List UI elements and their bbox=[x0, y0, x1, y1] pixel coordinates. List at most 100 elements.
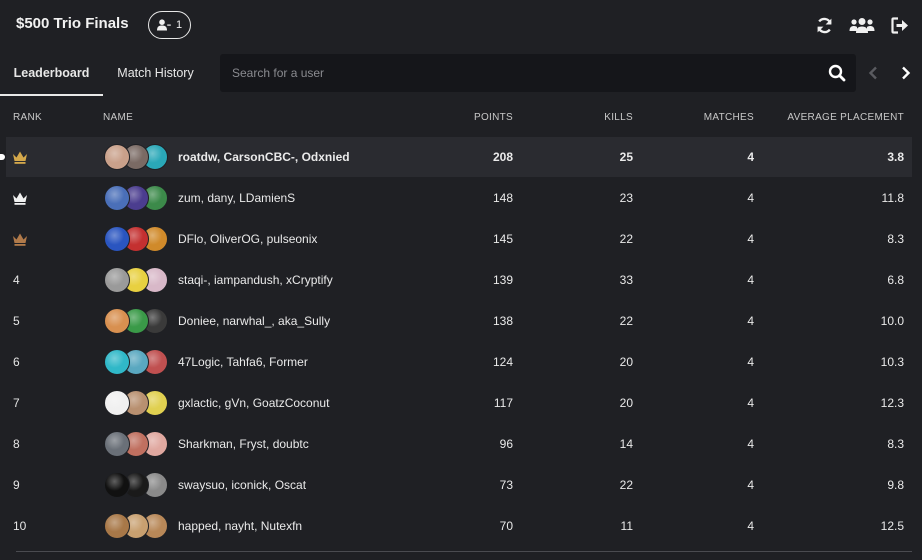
viewer-count-badge[interactable]: 1 bbox=[148, 11, 191, 39]
table-row[interactable]: DFlo, OliverOG, pulseonix 145 22 4 8.3 bbox=[6, 219, 912, 259]
rank-cell: 10 bbox=[13, 519, 27, 533]
avatar bbox=[104, 349, 130, 375]
crown-gold-icon bbox=[13, 151, 27, 164]
team-avatars bbox=[104, 349, 168, 375]
user-icon bbox=[156, 19, 171, 31]
table-row[interactable]: 7 gxlactic, gVn, GoatzCoconut 117 20 4 12.3 bbox=[6, 383, 912, 423]
team-avatars bbox=[104, 513, 168, 539]
average-placement-cell: 3.8 bbox=[887, 150, 904, 164]
viewer-count: 1 bbox=[175, 19, 183, 31]
team-avatars bbox=[104, 144, 168, 170]
matches-cell: 4 bbox=[747, 355, 754, 369]
average-placement-cell: 12.5 bbox=[880, 519, 904, 533]
average-placement-cell: 8.3 bbox=[887, 232, 904, 246]
avatar bbox=[104, 431, 130, 457]
team-avatars bbox=[104, 226, 168, 252]
kills-cell: 14 bbox=[619, 437, 633, 451]
team-names: swaysuo, iconick, Oscat bbox=[178, 478, 307, 492]
team-names: Doniee, narwhal_, aka_Sully bbox=[178, 314, 331, 328]
kills-cell: 33 bbox=[619, 273, 633, 287]
table-row[interactable]: 5 Doniee, narwhal_, aka_Sully 138 22 4 10.0 bbox=[6, 301, 912, 341]
previous-page-icon[interactable] bbox=[864, 64, 882, 82]
avatar bbox=[123, 144, 149, 170]
team-names: 47Logic, Tahfa6, Former bbox=[178, 355, 308, 369]
points-cell: 138 bbox=[492, 314, 513, 328]
points-cell: 70 bbox=[499, 519, 513, 533]
team-names: DFlo, OliverOG, pulseonix bbox=[178, 232, 318, 246]
kills-cell: 25 bbox=[619, 150, 633, 164]
average-placement-cell: 11.8 bbox=[881, 191, 904, 205]
table-row[interactable]: 10 happed, nayht, Nutexfn 70 11 4 12.5 bbox=[6, 506, 912, 546]
rank-cell: 9 bbox=[13, 478, 20, 492]
matches-cell: 4 bbox=[747, 396, 754, 410]
matches-cell: 4 bbox=[747, 191, 754, 205]
avatar bbox=[123, 308, 149, 334]
next-page-icon[interactable] bbox=[897, 64, 915, 82]
table-divider bbox=[16, 551, 912, 552]
average-placement-cell: 10.0 bbox=[880, 314, 904, 328]
search-icon[interactable] bbox=[828, 64, 846, 82]
team-names: happed, nayht, Nutexfn bbox=[178, 519, 303, 533]
team-names: staqi-, iampandush, xCryptify bbox=[178, 273, 333, 287]
table-row[interactable]: 9 swaysuo, iconick, Oscat 73 22 4 9.8 bbox=[6, 465, 912, 505]
tab-match-history[interactable]: Match History bbox=[117, 66, 194, 80]
table-row[interactable]: roatdw, CarsonCBC-, Odxnied 208 25 4 3.8 bbox=[0, 137, 912, 177]
table-row[interactable]: zum, dany, LDamienS 148 23 4 11.8 bbox=[6, 178, 912, 218]
matches-cell: 4 bbox=[747, 232, 754, 246]
kills-cell: 20 bbox=[619, 355, 633, 369]
team-avatars bbox=[104, 472, 168, 498]
avatar bbox=[104, 513, 130, 539]
search-input[interactable] bbox=[220, 54, 820, 92]
team-avatars bbox=[104, 185, 168, 211]
rank-cell: 4 bbox=[13, 273, 20, 287]
kills-cell: 20 bbox=[619, 396, 633, 410]
column-header-average-placement[interactable]: AVERAGE PLACEMENT bbox=[787, 112, 904, 123]
matches-cell: 4 bbox=[747, 478, 754, 492]
column-header-matches[interactable]: MATCHES bbox=[703, 112, 754, 123]
avatar bbox=[123, 267, 149, 293]
kills-cell: 23 bbox=[619, 191, 633, 205]
points-cell: 73 bbox=[499, 478, 513, 492]
table-row[interactable]: 8 Sharkman, Fryst, doubtc 96 14 4 8.3 bbox=[6, 424, 912, 464]
kills-cell: 11 bbox=[620, 519, 633, 533]
kills-cell: 22 bbox=[619, 478, 633, 492]
selected-row-marker bbox=[0, 154, 5, 160]
rank-cell: 5 bbox=[13, 314, 20, 328]
column-header-kills[interactable]: KILLS bbox=[604, 112, 633, 123]
refresh-icon[interactable] bbox=[814, 15, 834, 35]
avatar bbox=[104, 267, 130, 293]
header-bar: $500 Trio Finals 1 bbox=[0, 0, 922, 50]
points-cell: 148 bbox=[492, 191, 513, 205]
column-header-name[interactable]: NAME bbox=[103, 112, 134, 123]
team-names: roatdw, CarsonCBC-, Odxnied bbox=[178, 150, 350, 164]
column-header-rank[interactable]: RANK bbox=[13, 112, 42, 123]
column-header-points[interactable]: POINTS bbox=[473, 112, 513, 123]
page-title: $500 Trio Finals bbox=[16, 15, 129, 32]
avatar bbox=[123, 390, 149, 416]
points-cell: 117 bbox=[493, 396, 513, 410]
team-avatars bbox=[104, 431, 168, 457]
users-icon[interactable] bbox=[849, 15, 875, 35]
avatar bbox=[104, 472, 130, 498]
avatar bbox=[104, 185, 130, 211]
team-avatars bbox=[104, 267, 168, 293]
average-placement-cell: 8.3 bbox=[887, 437, 904, 451]
tab-bar: Leaderboard Match History bbox=[0, 52, 922, 96]
matches-cell: 4 bbox=[747, 150, 754, 164]
tab-leaderboard[interactable]: Leaderboard bbox=[0, 52, 103, 96]
matches-cell: 4 bbox=[747, 437, 754, 451]
average-placement-cell: 6.8 bbox=[887, 273, 904, 287]
avatar bbox=[104, 144, 130, 170]
team-avatars bbox=[104, 308, 168, 334]
table-row[interactable]: 6 47Logic, Tahfa6, Former 124 20 4 10.3 bbox=[6, 342, 912, 382]
average-placement-cell: 9.8 bbox=[887, 478, 904, 492]
points-cell: 124 bbox=[492, 355, 513, 369]
team-names: Sharkman, Fryst, doubtc bbox=[178, 437, 309, 451]
kills-cell: 22 bbox=[619, 314, 633, 328]
points-cell: 96 bbox=[499, 437, 513, 451]
table-row[interactable]: 4 staqi-, iampandush, xCryptify 139 33 4 6.8 bbox=[6, 260, 912, 300]
crown-silver-icon bbox=[13, 192, 27, 205]
team-names: zum, dany, LDamienS bbox=[178, 191, 296, 205]
avatar bbox=[104, 390, 130, 416]
sign-out-icon[interactable] bbox=[890, 15, 910, 35]
